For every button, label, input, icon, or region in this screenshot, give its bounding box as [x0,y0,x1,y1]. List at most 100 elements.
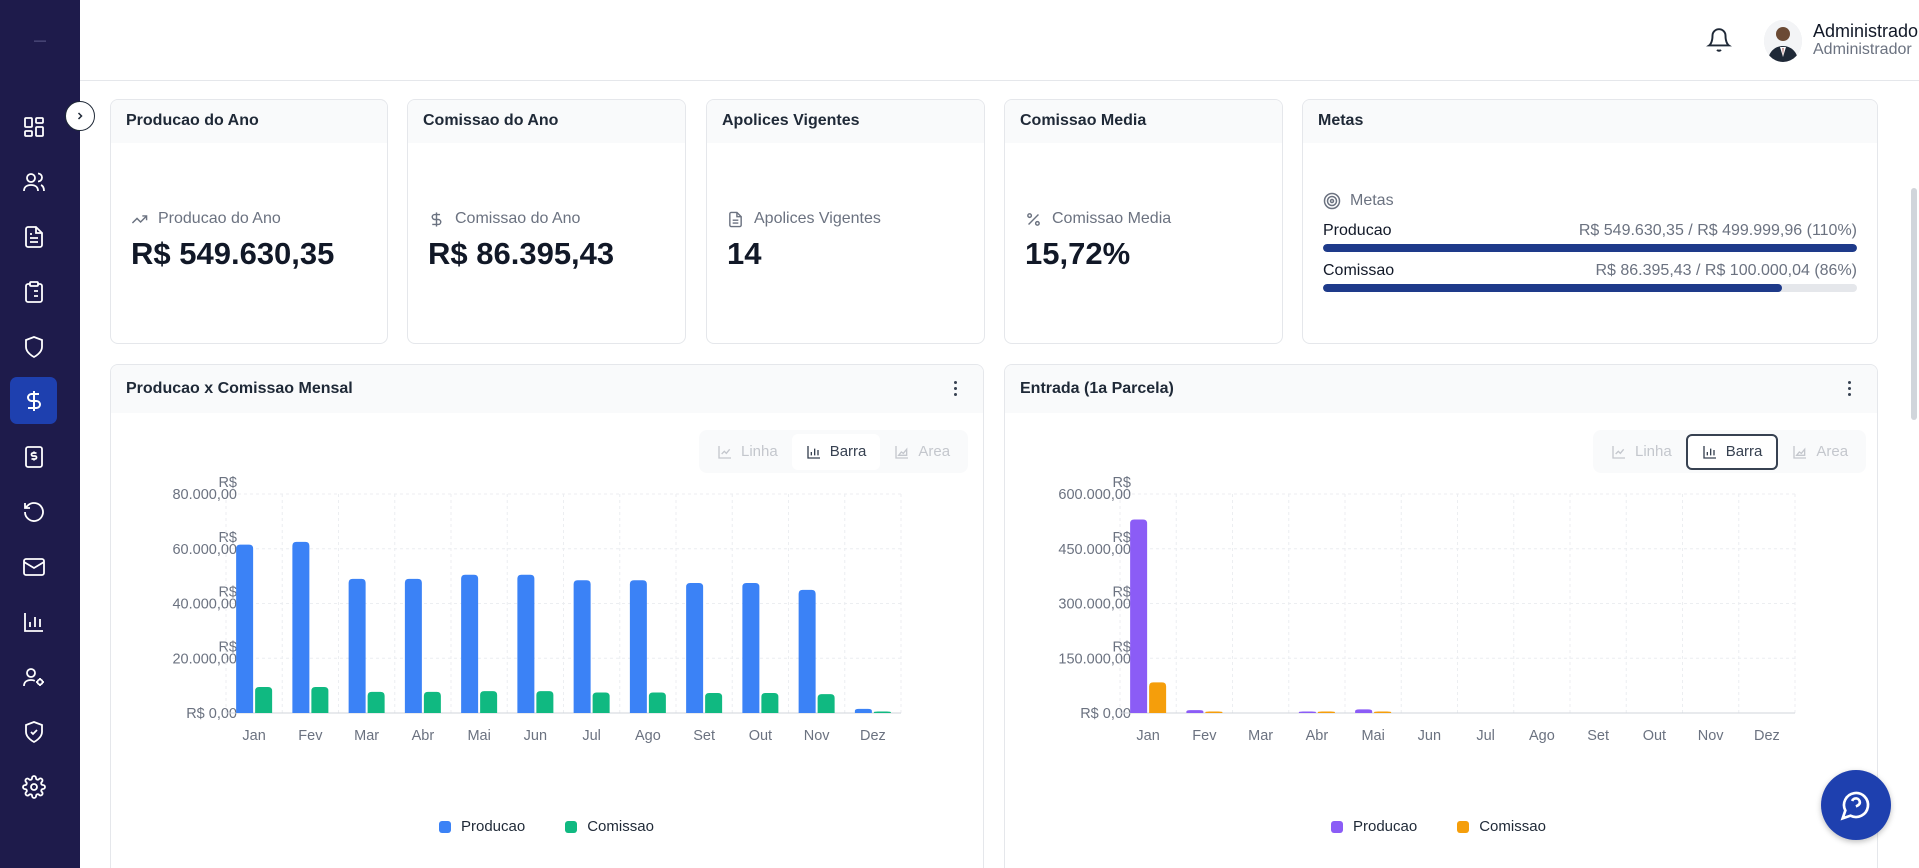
sidebar-item-clipboard[interactable] [10,268,57,315]
area-chart-icon [1793,445,1807,459]
y-tick-label: R$ 600.000,00 [1058,475,1131,503]
x-tick-label: Mar [354,728,379,744]
bar-chart-icon [807,445,820,459]
toggle-line[interactable]: Linha [1597,434,1686,470]
bar-comissao-abr[interactable] [1317,711,1335,714]
sidebar-item-documents[interactable] [10,213,57,260]
chart-menu-button[interactable] [954,381,958,399]
bar-comissao-set[interactable] [705,693,723,713]
user-name[interactable]: Administrador [1813,21,1919,41]
trending-up-icon [131,214,148,224]
bar-producao-fev[interactable] [292,541,310,713]
bar-comissao-out[interactable] [761,693,779,713]
bar-producao-nov[interactable] [798,589,816,713]
card-metas: Metas Metas Producao R$ 549.630,35 / R$ … [1302,99,1878,344]
legend-item-producao[interactable]: Producao [1331,818,1417,835]
bar-producao-jan[interactable] [1130,519,1148,713]
bar-comissao-jul[interactable] [592,692,610,713]
receipt-icon [24,445,43,468]
card-apolices-vigentes: Apolices Vigentes Apolices Vigentes 14 [706,99,985,344]
legend-label: Comissao [1479,818,1546,835]
toggle-line[interactable]: Linha [703,434,792,470]
sidebar-item-user-settings[interactable] [10,653,57,700]
bar-comissao-fev[interactable] [311,686,329,713]
bar-producao-set[interactable] [686,582,704,713]
area-chart-icon [895,445,909,459]
toggle-area[interactable]: Area [880,434,964,470]
toggle-area-label: Area [1816,443,1849,460]
bar-comissao-mar[interactable] [367,691,385,713]
bar-comissao-mai[interactable] [480,691,498,713]
x-tick-label: Set [693,728,715,744]
stat-value: R$ 86.395,43 [428,236,615,271]
bar-producao-jul[interactable] [573,580,591,713]
toggle-bar[interactable]: Barra [1685,433,1779,470]
dollar-icon [26,390,41,411]
sidebar-item-renewals[interactable] [10,488,57,535]
scrollbar[interactable] [1911,188,1917,420]
y-tick-label: R$ 40.000,00 [172,585,237,613]
x-tick-label: Dez [1754,728,1780,744]
x-tick-label: Nov [1698,728,1725,744]
top-bar: Administrador Administrador [80,0,1919,81]
toggle-area[interactable]: Area [1778,434,1862,470]
bar-comissao-mai[interactable] [1374,711,1392,714]
x-tick-label: Out [1643,728,1666,744]
x-tick-label: Abr [412,728,435,744]
help-button[interactable] [1821,770,1891,840]
bar-producao-abr[interactable] [1298,711,1316,714]
bar-comissao-nov[interactable] [817,694,835,713]
legend-swatch [439,820,451,833]
bar-producao-mai[interactable] [1355,709,1373,713]
bar-producao-fev[interactable] [1186,710,1204,713]
bar-producao-dez[interactable] [854,708,872,713]
stat-value: R$ 549.630,35 [131,236,335,271]
bar-comissao-abr[interactable] [423,691,441,713]
toggle-bar[interactable]: Barra [791,433,881,470]
chart-menu-button[interactable] [1848,381,1852,399]
bar-comissao-jun[interactable] [536,691,554,713]
bar-producao-ago[interactable] [629,580,647,713]
stat-label-text: Apolices Vigentes [754,210,881,227]
y-tick-label: R$ 20.000,00 [172,639,237,667]
y-tick-label: R$ 60.000,00 [172,530,237,558]
x-tick-label: Mai [467,728,490,744]
logo: — [34,33,46,47]
bar-comissao-jan[interactable] [255,686,273,713]
notifications-button[interactable] [1706,27,1732,58]
sidebar-item-security[interactable] [10,708,57,755]
sidebar-item-policies[interactable] [10,323,57,370]
bar-producao-abr[interactable] [404,578,422,713]
toggle-bar-label: Barra [829,443,867,460]
sidebar-item-dashboard[interactable] [10,103,57,150]
avatar[interactable] [1764,20,1802,62]
legend-label: Producao [1353,818,1418,835]
x-tick-label: Jul [582,728,601,744]
bar-comissao-ago[interactable] [648,692,666,713]
stat-label: Comissao Media [1025,210,1171,228]
sidebar-item-settings[interactable] [10,763,57,810]
bar-comissao-fev[interactable] [1205,711,1223,714]
sidebar-item-finance[interactable] [10,377,57,424]
toggle-line-label: Linha [1635,443,1672,460]
bar-producao-mar[interactable] [348,578,366,713]
y-tick-label: R$ 0,00 [1080,706,1131,722]
bar-producao-jan[interactable] [236,544,254,713]
sidebar-item-users[interactable] [10,158,57,205]
bar-producao-mai[interactable] [461,574,479,713]
sidebar-item-mail[interactable] [10,543,57,590]
legend-item-comissao[interactable]: Comissao [1457,818,1546,835]
sidebar-collapse-button[interactable] [65,101,95,131]
user-role: Administrador [1813,41,1912,58]
legend-item-producao[interactable]: Producao [439,818,525,835]
bar-producao-out[interactable] [742,582,760,713]
bar-comissao-dez[interactable] [873,711,891,714]
meta-value: R$ 86.395,43 / R$ 100.000,04 (86%) [1595,262,1857,279]
bar-producao-jun[interactable] [517,574,535,713]
sidebar-item-reports[interactable] [10,598,57,645]
chart-type-toggle: Linha Barra Area [699,430,969,473]
bar-comissao-jan[interactable] [1149,682,1167,713]
sidebar-item-receipts[interactable] [10,433,57,480]
target-icon [1323,192,1341,210]
legend-item-comissao[interactable]: Comissao [565,818,654,835]
